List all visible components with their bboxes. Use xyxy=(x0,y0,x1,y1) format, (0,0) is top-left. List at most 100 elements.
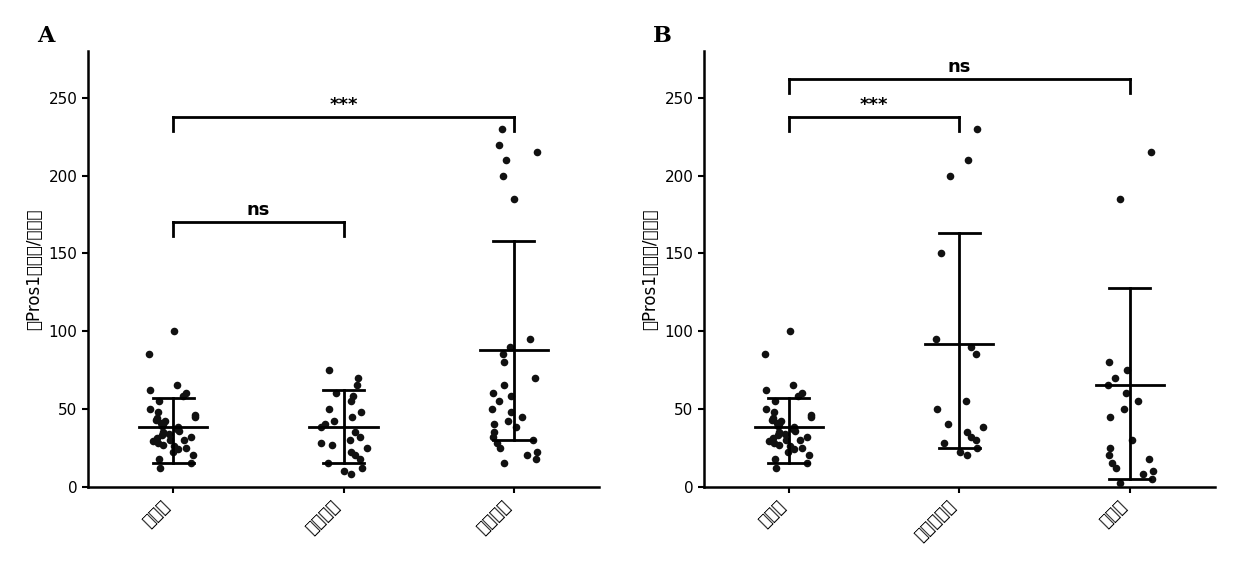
Point xyxy=(484,428,503,437)
Point xyxy=(494,357,513,367)
Point xyxy=(959,156,978,165)
Point xyxy=(526,373,546,382)
Point xyxy=(956,451,976,460)
Point xyxy=(1143,466,1163,475)
Point xyxy=(319,459,339,468)
Point xyxy=(1133,470,1153,479)
Text: ***: *** xyxy=(330,96,358,113)
Point xyxy=(341,448,361,457)
Point xyxy=(779,448,799,457)
Point xyxy=(181,459,201,468)
Point xyxy=(154,428,174,437)
Point xyxy=(167,425,187,434)
Point xyxy=(347,381,367,390)
Point xyxy=(801,410,821,420)
Point xyxy=(957,428,977,437)
Point xyxy=(966,350,986,359)
Point xyxy=(149,397,169,406)
Point xyxy=(1142,474,1162,483)
Point xyxy=(780,442,800,451)
Text: ns: ns xyxy=(247,201,270,219)
Point xyxy=(482,404,502,413)
Point xyxy=(931,249,951,258)
Point xyxy=(164,327,184,336)
Point xyxy=(490,397,510,406)
Point xyxy=(149,438,169,447)
Point xyxy=(350,432,370,441)
Point xyxy=(520,334,539,343)
Point xyxy=(768,418,787,428)
Point xyxy=(796,459,816,468)
Point xyxy=(1110,194,1130,203)
Point xyxy=(340,435,360,445)
Point xyxy=(150,463,170,473)
Point xyxy=(140,404,160,413)
Point xyxy=(176,389,196,398)
Point xyxy=(769,440,789,449)
Point xyxy=(512,412,532,421)
Point xyxy=(961,432,981,441)
Point xyxy=(756,404,776,413)
Point xyxy=(1100,451,1120,460)
Text: A: A xyxy=(37,25,55,47)
Point xyxy=(351,454,371,463)
Point xyxy=(792,389,812,398)
Point xyxy=(950,448,970,457)
Point xyxy=(765,454,785,463)
Point xyxy=(759,437,779,446)
Point xyxy=(334,466,353,475)
Point xyxy=(967,124,987,133)
Point xyxy=(1116,389,1136,398)
Point xyxy=(151,418,171,428)
Point xyxy=(782,381,802,390)
Point xyxy=(966,435,986,445)
Point xyxy=(139,350,159,359)
Point xyxy=(164,442,184,451)
Point xyxy=(766,463,786,473)
Point xyxy=(501,392,521,401)
Point xyxy=(140,385,160,394)
Point xyxy=(1140,454,1159,463)
Point xyxy=(775,429,795,438)
Point xyxy=(172,392,192,401)
Point xyxy=(148,414,167,423)
Point xyxy=(784,423,804,432)
Point xyxy=(352,463,372,473)
Point xyxy=(159,429,179,438)
Point xyxy=(486,438,506,447)
Point xyxy=(311,438,331,447)
Point xyxy=(1122,435,1142,445)
Point xyxy=(1099,357,1118,367)
Point xyxy=(326,389,346,398)
Point xyxy=(484,389,503,398)
Point xyxy=(1110,479,1130,488)
Y-axis label: 人Pros1（微克/毫升）: 人Pros1（微克/毫升） xyxy=(25,208,43,329)
Point xyxy=(505,194,525,203)
Point xyxy=(785,445,805,454)
Point xyxy=(755,350,775,359)
Point xyxy=(169,445,188,454)
Point xyxy=(801,412,821,421)
Point xyxy=(785,426,805,435)
Text: ***: *** xyxy=(859,96,888,113)
Point xyxy=(319,404,339,413)
Point xyxy=(143,437,162,446)
Point xyxy=(961,342,981,351)
Point xyxy=(1099,381,1118,390)
Point xyxy=(1128,397,1148,406)
Point xyxy=(498,417,518,426)
Point xyxy=(322,440,342,449)
Point xyxy=(500,342,520,351)
Point xyxy=(348,373,368,382)
Point xyxy=(1141,148,1161,157)
Point xyxy=(167,423,187,432)
Point xyxy=(799,451,818,460)
Point xyxy=(1102,459,1122,468)
Point xyxy=(771,417,791,426)
Point xyxy=(769,428,789,437)
Point xyxy=(1100,412,1120,421)
Point xyxy=(341,397,361,406)
Point xyxy=(146,434,166,443)
Point xyxy=(763,415,782,424)
Point xyxy=(934,438,954,447)
